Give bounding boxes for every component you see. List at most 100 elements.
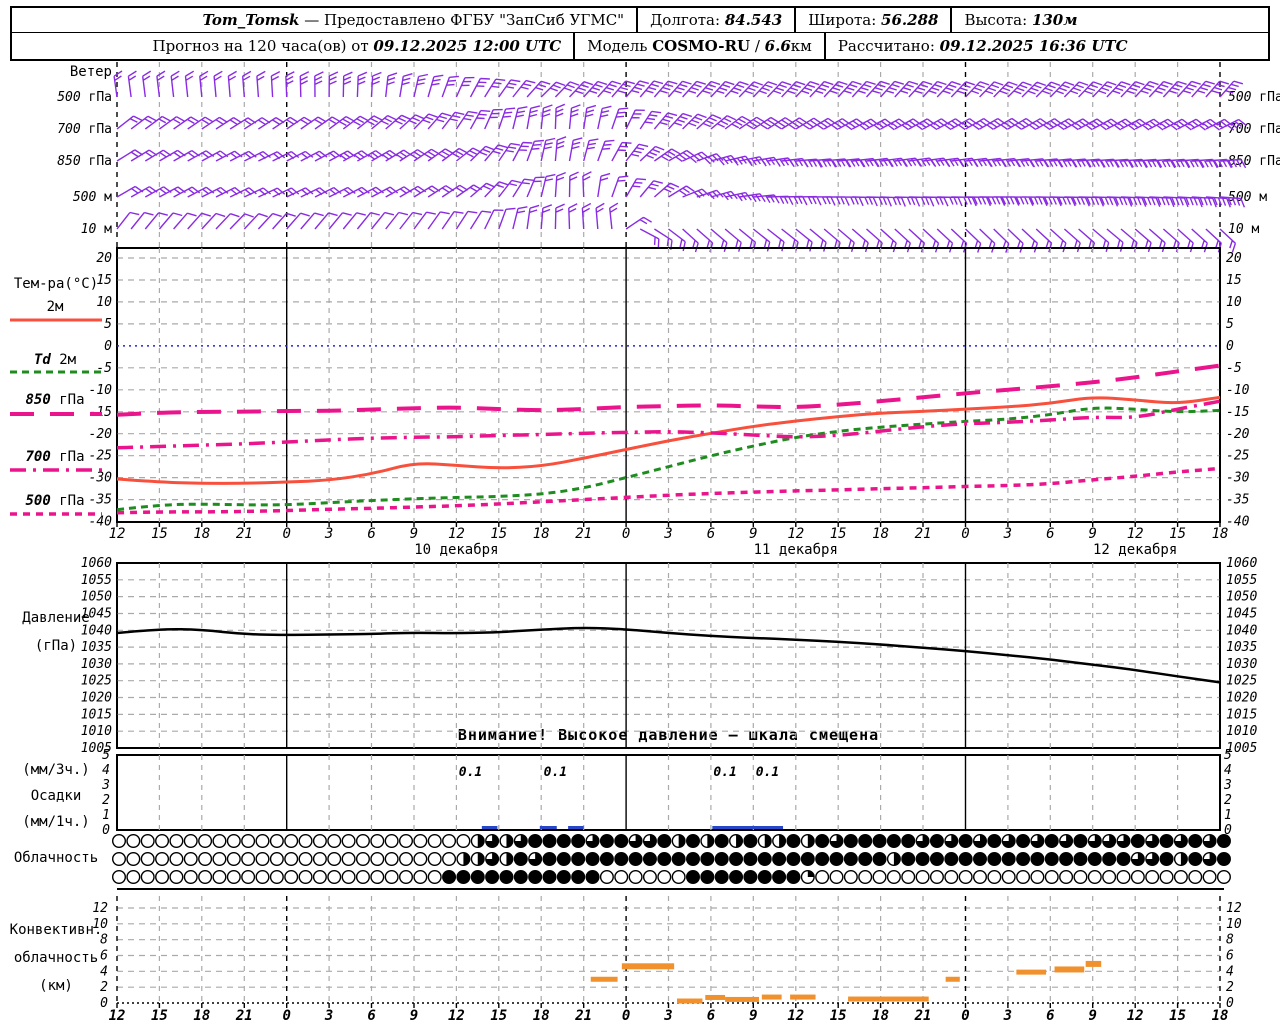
temp-tick-left: 10 [96, 295, 112, 310]
cloud-octa-fill [707, 834, 714, 848]
time-tick-bottom: 3 [324, 1008, 333, 1024]
conv-panel-title-3: (км) [39, 978, 73, 994]
time-tick-bottom: 15 [830, 1008, 847, 1024]
cloud-octa-fill [1145, 834, 1159, 848]
cloud-octa-fill [807, 870, 815, 877]
temp-tick-right: -5 [1226, 361, 1242, 376]
cloud-octa [183, 870, 198, 885]
pressure-tick-left: 1055 [81, 573, 112, 588]
cloud-octa-fill [764, 834, 772, 848]
cloud-octa [642, 852, 657, 867]
pressure-tick-left: 1025 [81, 674, 112, 689]
time-tick-bottom: 12 [448, 1008, 465, 1024]
cloud-octa [312, 834, 327, 849]
pressure-series [116, 626, 1221, 684]
header-separator [794, 8, 797, 32]
conv-cloud-bar [1054, 966, 1085, 973]
time-tick: 3 [324, 526, 333, 542]
cloud-octa [241, 870, 256, 885]
cloud-octa [1073, 852, 1088, 867]
time-tick-bottom: 12 [787, 1008, 804, 1024]
time-tick: 9 [749, 526, 757, 542]
date-label: 11 декабря [754, 542, 838, 558]
conv-tick-right: 10 [1226, 917, 1242, 932]
header-separator [636, 8, 639, 32]
header-segment: Широта: 56.288 [808, 11, 939, 29]
temp-tick-right: -35 [1226, 493, 1250, 508]
date-label: 10 декабря [414, 542, 498, 558]
cloud-octa-fill [1145, 852, 1159, 866]
temp-tick-left: -10 [89, 383, 113, 398]
time-tick: 15 [490, 526, 507, 542]
time-tick: 9 [1089, 526, 1097, 542]
cloud-octa-fill [1002, 834, 1015, 848]
conv-tick-right: 0 [1226, 996, 1234, 1011]
cloud-octa [1044, 852, 1059, 867]
cloud-octa [757, 870, 772, 885]
time-tick-bottom: 15 [151, 1008, 168, 1024]
cloud-octa [212, 870, 227, 885]
wind-barb-row-500 гПа [113, 70, 1244, 98]
cloud-octa [513, 870, 528, 885]
grid-vertical-major [116, 563, 1221, 748]
time-tick: 21 [915, 526, 932, 542]
time-tick-bottom: 21 [914, 1008, 932, 1024]
cloud-octa [1116, 852, 1131, 867]
cloud-octa [1159, 852, 1174, 867]
cloud-octa [542, 870, 557, 885]
time-tick-bottom: 12 [109, 1008, 126, 1024]
pressure-tick-right: 1030 [1226, 657, 1257, 672]
cloud-octa [599, 834, 614, 849]
header-segment: Tom_Tomsk — Предоставлено ФГБУ "ЗапСиб У… [202, 11, 625, 29]
cloud-octa-fill [1117, 834, 1130, 848]
cloud-octa [169, 852, 184, 867]
pressure-panel-title: Давление [22, 610, 90, 626]
wind-barb-row-700 гПа [116, 103, 1247, 131]
time-tick-bottom: 6 [1046, 1008, 1054, 1024]
header-line2: Прогноз на 120 часа(ов) от 09.12.2025 12… [10, 33, 1270, 61]
conv-cloud-bar [761, 994, 782, 1000]
time-tick-bottom: 15 [1169, 1008, 1186, 1024]
cloud-octa [169, 834, 184, 849]
header-separator [950, 8, 953, 32]
time-tick-bottom: 12 [1127, 1008, 1144, 1024]
cloud-octa [872, 870, 887, 885]
cloud-octa [1130, 834, 1145, 849]
wind-level-label-right: 700 гПа [1228, 122, 1280, 137]
cloud-octa [140, 852, 155, 867]
time-tick: 12 [787, 526, 804, 542]
cloud-octa [686, 870, 701, 885]
precipitation-panel: 5 54 43 32 21 10 00.1 0.1 0.1 0.1 [101, 748, 1232, 838]
cloud-octa [829, 852, 844, 867]
cloud-octa [944, 852, 959, 867]
precip-bar [539, 826, 557, 829]
cloud-octa [269, 834, 284, 849]
time-tick: 3 [663, 526, 672, 542]
precip-bar [568, 826, 584, 829]
cloud-octa [470, 870, 485, 885]
cloud-octa [599, 852, 614, 867]
precip-tick-left: 0 [102, 823, 110, 838]
cloud-octa [743, 834, 758, 849]
cloud-octa [858, 852, 873, 867]
cloud-octa [599, 870, 614, 885]
cloud-octa [815, 870, 830, 885]
temp-tick-right: 15 [1226, 273, 1242, 288]
precip-tick-right: 1 [1224, 808, 1232, 823]
cloud-octa [1159, 834, 1174, 849]
grid-vertical-major [116, 62, 1221, 248]
temp-tick-right: 5 [1226, 317, 1234, 332]
pressure-tick-right: 1015 [1226, 707, 1257, 722]
cloud-octa [269, 870, 284, 885]
cloud-octa [929, 870, 944, 885]
precip-unit-1h: (мм/1ч.) [22, 814, 90, 830]
cloud-octa [298, 870, 313, 885]
cloud-octa [743, 870, 758, 885]
header-separator [573, 33, 576, 59]
conv-tick-left: 8 [100, 933, 108, 948]
time-tick: 0 [282, 526, 290, 542]
temp-tick-left: -40 [89, 515, 113, 530]
precip-tick-right: 2 [1224, 793, 1232, 808]
cloud-octa [686, 834, 701, 849]
grid-vertical [158, 755, 1179, 830]
